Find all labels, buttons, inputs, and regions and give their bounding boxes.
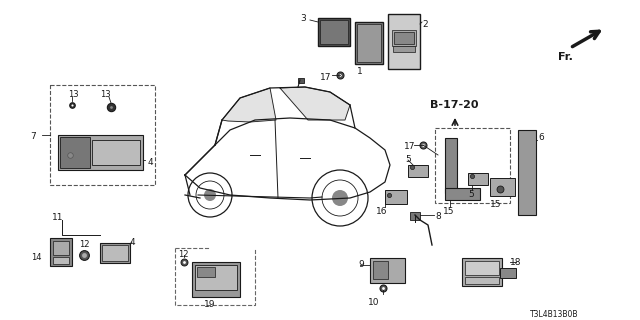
Text: 17: 17 bbox=[320, 73, 332, 82]
Text: 18: 18 bbox=[510, 258, 522, 267]
Text: 13: 13 bbox=[100, 90, 111, 99]
Bar bbox=[197, 267, 215, 277]
Circle shape bbox=[332, 190, 348, 206]
Text: 19: 19 bbox=[204, 300, 216, 309]
Bar bbox=[318, 18, 350, 46]
Bar bbox=[60, 137, 90, 168]
Text: Fr.: Fr. bbox=[558, 52, 573, 62]
Text: 9: 9 bbox=[358, 260, 364, 269]
Text: 4: 4 bbox=[148, 158, 154, 167]
Bar bbox=[50, 85, 155, 185]
Text: 14: 14 bbox=[31, 253, 42, 262]
Text: 1: 1 bbox=[357, 67, 363, 76]
Bar bbox=[445, 188, 480, 200]
Bar bbox=[50, 238, 72, 266]
Bar bbox=[435, 128, 510, 203]
Text: T3L4B13B0B: T3L4B13B0B bbox=[530, 310, 579, 319]
Text: 17: 17 bbox=[404, 142, 415, 151]
Bar bbox=[445, 138, 457, 193]
Polygon shape bbox=[280, 87, 350, 120]
Text: B-17-20: B-17-20 bbox=[430, 100, 479, 110]
Bar bbox=[385, 190, 407, 204]
Bar bbox=[500, 268, 516, 278]
Bar bbox=[465, 277, 499, 284]
Text: 13: 13 bbox=[68, 90, 79, 99]
Bar bbox=[320, 20, 348, 44]
Bar bbox=[468, 173, 488, 185]
Bar bbox=[518, 130, 536, 215]
Text: 8: 8 bbox=[435, 212, 441, 221]
Text: 2: 2 bbox=[422, 20, 428, 29]
Text: 15: 15 bbox=[490, 200, 502, 209]
Bar bbox=[388, 14, 420, 69]
Text: 7: 7 bbox=[30, 132, 36, 141]
Text: 12: 12 bbox=[79, 240, 89, 249]
Bar bbox=[100, 243, 130, 263]
Bar bbox=[192, 262, 240, 297]
Bar bbox=[410, 212, 420, 220]
Text: 12: 12 bbox=[178, 250, 189, 259]
Bar bbox=[408, 165, 428, 177]
Circle shape bbox=[204, 189, 216, 201]
Bar bbox=[53, 257, 69, 264]
Bar bbox=[298, 78, 304, 83]
Bar bbox=[53, 241, 69, 255]
Bar bbox=[370, 258, 405, 283]
Text: 11: 11 bbox=[52, 213, 63, 222]
Bar bbox=[58, 135, 143, 170]
Text: 4: 4 bbox=[130, 238, 136, 247]
Text: 3: 3 bbox=[300, 14, 306, 23]
Polygon shape bbox=[222, 88, 276, 122]
Bar bbox=[393, 46, 415, 52]
Bar bbox=[355, 22, 383, 64]
Bar bbox=[394, 32, 414, 44]
Text: 5: 5 bbox=[468, 190, 474, 199]
Text: 16: 16 bbox=[376, 207, 387, 216]
Text: 15: 15 bbox=[443, 207, 454, 216]
Bar bbox=[92, 140, 140, 165]
Bar bbox=[373, 261, 388, 279]
Text: 10: 10 bbox=[368, 298, 380, 307]
Bar bbox=[392, 30, 416, 46]
Bar bbox=[490, 178, 515, 196]
Text: 6: 6 bbox=[538, 133, 544, 142]
Bar bbox=[102, 245, 128, 261]
Bar bbox=[465, 261, 499, 275]
Bar bbox=[357, 24, 381, 62]
Bar bbox=[462, 258, 502, 286]
Text: 5: 5 bbox=[405, 155, 411, 164]
Bar bbox=[195, 265, 237, 290]
